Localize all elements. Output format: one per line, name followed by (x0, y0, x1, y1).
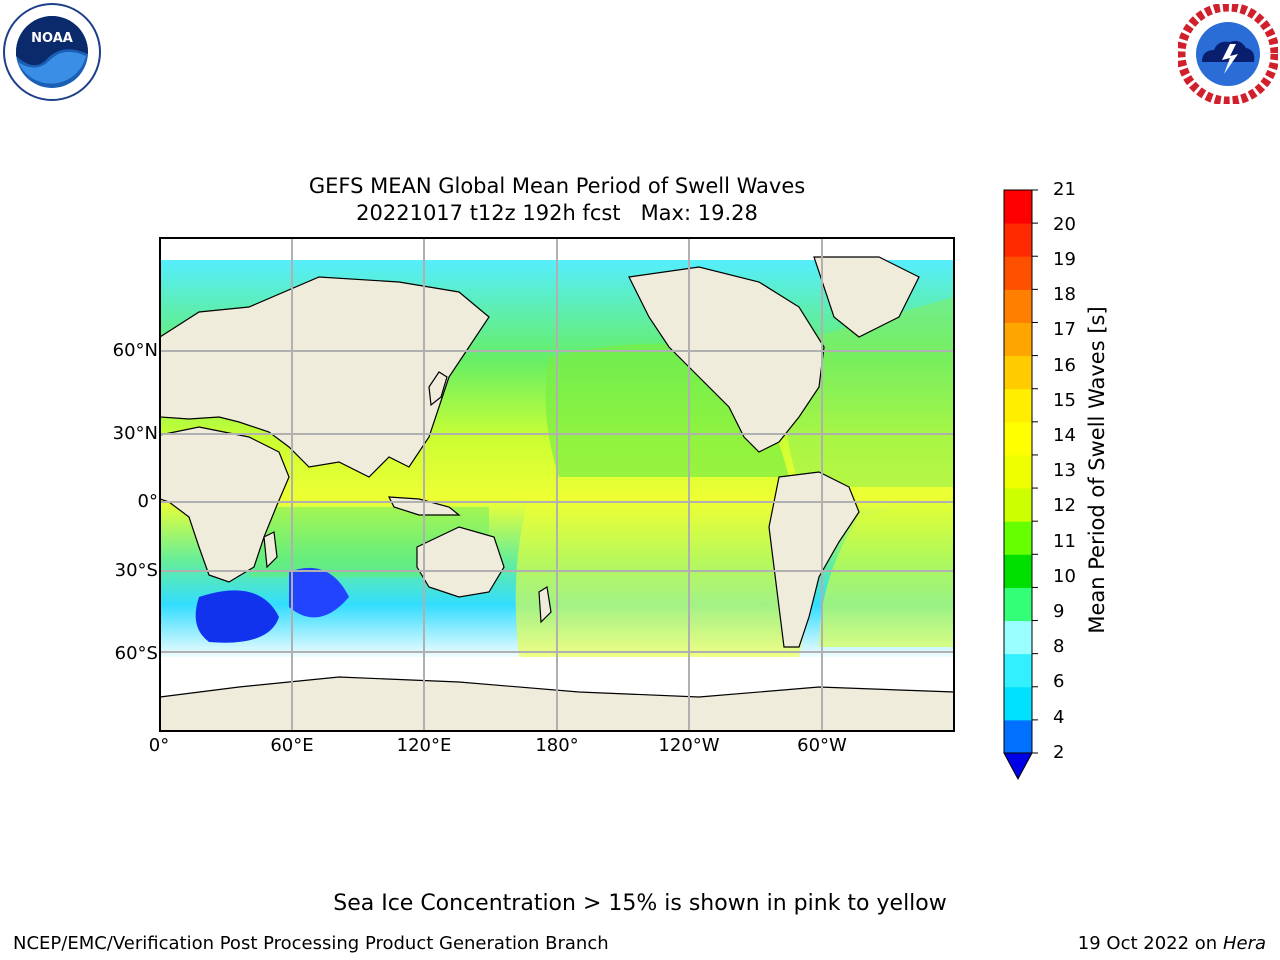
colorbar-bin (1004, 719, 1032, 754)
madagascar-land (263, 531, 278, 569)
footer-credit: NCEP/EMC/Verification Post Processing Pr… (13, 933, 609, 954)
colorbar-tick-label: 9 (1053, 601, 1065, 622)
chart-title: GEFS MEAN Global Mean Period of Swell Wa… (308, 174, 806, 198)
colorbar-tick-label: 19 (1053, 249, 1076, 270)
colorbar-tick-label: 8 (1053, 636, 1065, 657)
colorbar-bin (1004, 421, 1032, 456)
colorbar-bin (1004, 686, 1032, 721)
colorbar-bin (1004, 554, 1032, 588)
colorbar-bin (1004, 620, 1032, 655)
colorbar-bin (1004, 190, 1032, 224)
new-zealand-land (538, 586, 552, 624)
colorbar-bin (1004, 289, 1032, 323)
lon-label: 60°E (270, 735, 314, 756)
colorbar-axis-label: Mean Period of Swell Waves [s] (1085, 306, 1109, 634)
colorbar-tick-label: 16 (1053, 355, 1076, 376)
colorbar-tick-label: 10 (1053, 566, 1076, 587)
southern-ocean-low-2 (289, 567, 349, 618)
colorbar-bin (1004, 256, 1032, 290)
lon-label: 0° (148, 735, 170, 756)
north-america-land (628, 266, 825, 453)
colorbar-bin (1004, 223, 1032, 257)
colorbar-bin (1004, 355, 1032, 390)
colorbar-tick-label: 18 (1053, 284, 1076, 305)
colorbar-tick-label: 4 (1053, 707, 1065, 728)
footer-date: 19 Oct 2022 on Hera (1078, 933, 1266, 954)
graticule (159, 237, 955, 732)
colorbar-tick-label: 17 (1053, 319, 1076, 340)
south-pacific-region (515, 497, 809, 657)
swell-period-map (159, 237, 955, 732)
sea-ice-note: Sea Ice Concentration > 15% is shown in … (333, 891, 947, 916)
lat-label: 30°S (114, 560, 158, 581)
colorbar-bin (1004, 521, 1032, 555)
noaa-logo-icon: NOAA (2, 2, 102, 102)
colorbar-bin (1004, 653, 1032, 688)
colorbar-bin (1004, 587, 1032, 622)
colorbar-bin (1004, 488, 1032, 522)
footer-host: Hera (1222, 933, 1266, 954)
lon-label: 180° (535, 735, 579, 756)
colorbar-bin (1004, 454, 1032, 489)
lat-label: 60°N (112, 340, 158, 361)
colorbar-tick-label: 15 (1053, 390, 1076, 411)
south-america-land (768, 471, 860, 648)
colorbar-tick-label: 2 (1053, 742, 1065, 763)
lat-label: 60°S (114, 643, 158, 664)
colorbar-tick-label: 11 (1053, 531, 1076, 552)
lat-label: 0° (137, 491, 158, 512)
lon-label: 120°E (396, 735, 452, 756)
chart-subtitle: 20221017 t12z 192h fcst Max: 19.28 (356, 201, 758, 225)
nws-logo-icon (1176, 2, 1280, 106)
colorbar-bin (1004, 388, 1032, 423)
greenland-land (813, 256, 920, 338)
colorbar-bin (1004, 322, 1032, 357)
colorbar (990, 180, 1120, 790)
japan-land (428, 371, 448, 407)
footer-date-text: 19 Oct 2022 on (1077, 933, 1223, 954)
lon-label: 120°W (658, 735, 720, 756)
colorbar-tick-label: 14 (1053, 425, 1076, 446)
colorbar-tick-label: 20 (1053, 214, 1076, 235)
colorbar-extend-triangle (1003, 752, 1033, 781)
africa-land (159, 426, 290, 583)
colorbar-tick-label: 13 (1053, 460, 1076, 481)
southern-ocean-low (195, 590, 279, 643)
colorbar-frame (1003, 189, 1033, 754)
australia-land (416, 526, 505, 598)
colorbar-tick-label: 21 (1053, 179, 1076, 200)
lat-label: 30°N (112, 423, 158, 444)
europe-asia-land (159, 276, 490, 478)
colorbar-tick-label: 12 (1053, 495, 1076, 516)
lon-label: 60°W (797, 735, 847, 756)
colorbar-tick-label: 6 (1053, 671, 1065, 692)
svg-text:NOAA: NOAA (31, 31, 73, 46)
map-border (159, 237, 955, 732)
